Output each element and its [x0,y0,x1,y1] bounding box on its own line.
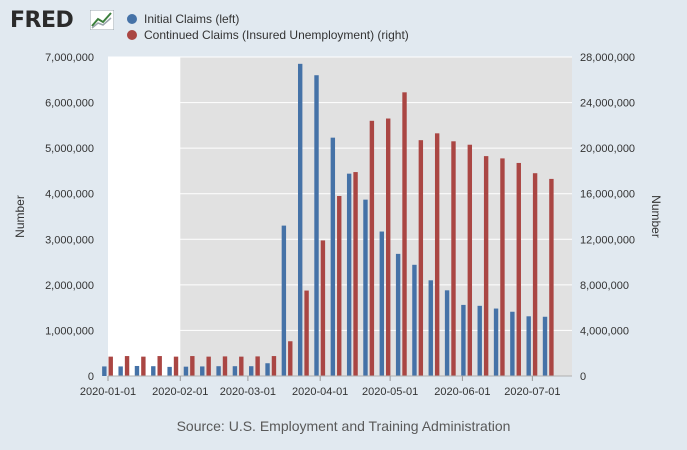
x-tick-label: 2020-01-01 [80,386,136,398]
y-tick-label-right: 24,000,000 [580,98,635,110]
y-tick-label-right: 12,000,000 [580,234,635,246]
bar-continued-claims [467,144,473,376]
bar-initial-claims [232,366,238,376]
bar-initial-claims [379,231,385,376]
x-tick-label: 2020-02-01 [152,386,208,398]
chart-legend: Initial Claims (left) Continued Claims (… [127,11,409,43]
y-tick-label-left: 7,000,000 [45,52,94,64]
bar-continued-claims [386,118,391,377]
bar-continued-claims [222,356,228,376]
bar-continued-claims [304,290,309,376]
bar-continued-claims [190,356,195,376]
x-tick-label: 2020-05-01 [362,386,418,398]
bar-continued-claims [271,356,277,376]
bar-initial-claims [477,305,482,376]
bar-continued-claims [500,158,505,376]
legend-item-continued-claims[interactable]: Continued Claims (Insured Unemployment) … [127,27,409,43]
line-chart-icon [90,10,114,30]
y-axis-title-left: Number [13,195,27,238]
y-tick-label-right: 8,000,000 [580,280,629,292]
bar-initial-claims [493,308,499,376]
x-tick-label: 2020-06-01 [434,386,490,398]
bar-initial-claims [330,137,336,376]
bar-initial-claims [151,366,156,376]
y-tick-label-left: 6,000,000 [45,98,94,110]
bar-continued-claims [255,356,260,376]
bar-continued-claims [141,356,146,376]
y-tick-label-right: 28,000,000 [580,52,635,64]
bar-initial-claims [297,63,303,376]
y-tick-label-left: 2,000,000 [45,280,94,292]
bar-initial-claims [444,290,450,376]
y-tick-label-left: 3,000,000 [45,234,94,246]
y-tick-label-right: 0 [580,371,586,383]
y-tick-label-left: 4,000,000 [45,189,94,201]
legend-label-continued-claims: Continued Claims (Insured Unemployment) … [144,28,409,42]
bar-initial-claims [346,173,352,376]
bar-initial-claims [281,225,287,376]
y-tick-label-right: 20,000,000 [580,143,635,155]
bar-initial-claims [102,366,107,376]
bar-initial-claims [363,199,368,376]
x-tick-label: 2020-04-01 [292,386,348,398]
legend-marker-continued-claims [127,30,137,40]
bar-initial-claims [183,366,189,376]
bar-continued-claims [516,162,521,376]
y-tick-label-left: 0 [88,371,94,383]
y-tick-label-left: 5,000,000 [45,143,94,155]
bar-initial-claims [118,366,123,376]
legend-label-initial-claims: Initial Claims (left) [144,12,240,26]
x-tick-label: 2020-07-01 [504,386,560,398]
bar-initial-claims [314,75,319,376]
bar-continued-claims [239,356,244,376]
x-tick-label: 2020-03-01 [220,386,276,398]
bar-continued-claims [206,356,211,376]
bar-continued-claims [483,156,489,376]
bar-continued-claims [402,92,407,376]
bar-initial-claims [412,264,417,376]
bar-continued-claims [337,195,342,376]
y-axis-title-right: Number [649,195,663,238]
bar-initial-claims [428,280,433,376]
bar-initial-claims [265,363,270,376]
bar-continued-claims [353,172,358,376]
bar-continued-claims [549,178,554,376]
source-note: Source: U.S. Employment and Training Adm… [176,418,511,434]
y-tick-label-right: 4,000,000 [580,325,629,337]
bar-continued-claims [418,140,424,376]
bar-continued-claims [320,240,326,376]
bar-initial-claims [510,311,515,376]
legend-marker-initial-claims [127,14,137,24]
bar-initial-claims [395,253,401,376]
bar-continued-claims [157,356,162,376]
bar-continued-claims [173,356,179,376]
bar-continued-claims [288,341,293,376]
bar-initial-claims [461,304,466,376]
bar-continued-claims [124,356,130,376]
bar-continued-claims [369,120,375,376]
fred-logo-text: FRED [10,8,74,33]
bar-initial-claims [249,366,254,376]
bar-initial-claims [542,316,548,376]
bar-initial-claims [134,365,140,376]
bar-initial-claims [200,366,205,376]
legend-item-initial-claims[interactable]: Initial Claims (left) [127,11,409,27]
bar-initial-claims [167,366,172,376]
bar-continued-claims [532,173,538,376]
bar-initial-claims [216,366,221,376]
bar-continued-claims [451,141,456,376]
bar-initial-claims [526,316,531,376]
y-tick-label-right: 16,000,000 [580,189,635,201]
bar-continued-claims [434,133,440,376]
bar-continued-claims [108,356,113,376]
recession-shading [180,57,572,376]
y-tick-label-left: 1,000,000 [45,325,94,337]
